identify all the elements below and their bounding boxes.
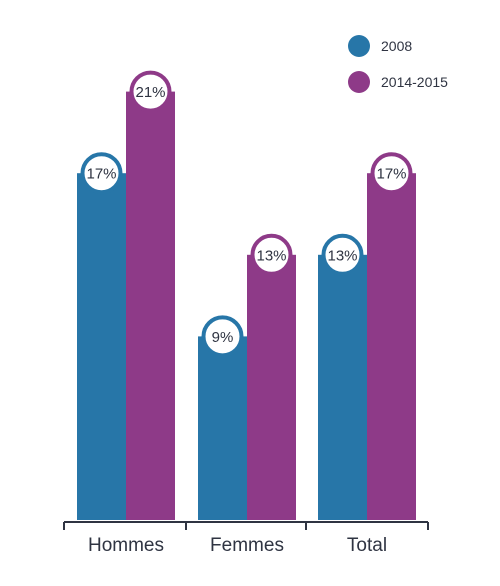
value-badge-femmes-2008 bbox=[201, 315, 244, 358]
data-label-femmes-2014-2015: 13% bbox=[256, 247, 286, 264]
bar-hommes-2014-2015 bbox=[126, 91, 175, 520]
value-badge-hommes-2008 bbox=[80, 152, 123, 195]
value-badge-hommes-2014-2015 bbox=[129, 70, 172, 113]
data-label-hommes-2014-2015: 21% bbox=[135, 84, 165, 101]
bars-group: 17% 21% 9% 13% 13% 17% bbox=[77, 70, 416, 521]
category-label-femmes: Femmes bbox=[210, 535, 284, 556]
legend-marker-2008 bbox=[348, 35, 370, 57]
data-label-femmes-2008: 9% bbox=[212, 329, 234, 346]
bar-femmes-2014-2015 bbox=[247, 254, 296, 521]
data-label-hommes-2008: 17% bbox=[86, 166, 116, 183]
bar-total-2008 bbox=[318, 254, 367, 521]
legend-marker-2014-2015 bbox=[348, 71, 370, 93]
data-label-total-2008: 13% bbox=[327, 247, 357, 264]
data-label-total-2014-2015: 17% bbox=[376, 166, 406, 183]
bar-hommes-2008 bbox=[77, 173, 126, 520]
legend-label-2014-2015: 2014-2015 bbox=[381, 74, 448, 90]
x-axis bbox=[63, 521, 429, 530]
value-badge-total-2014-2015 bbox=[370, 152, 413, 195]
bar-femmes-2008 bbox=[198, 336, 247, 520]
legend-label-2008: 2008 bbox=[381, 38, 412, 54]
legend: 2008 2014-2015 bbox=[348, 35, 448, 93]
category-label-total: Total bbox=[347, 535, 387, 556]
category-label-hommes: Hommes bbox=[88, 535, 164, 556]
bar-total-2014-2015 bbox=[367, 173, 416, 520]
value-badge-femmes-2014-2015 bbox=[250, 233, 293, 276]
category-labels: Hommes Femmes Total bbox=[88, 535, 387, 556]
value-badge-total-2008 bbox=[321, 233, 364, 276]
